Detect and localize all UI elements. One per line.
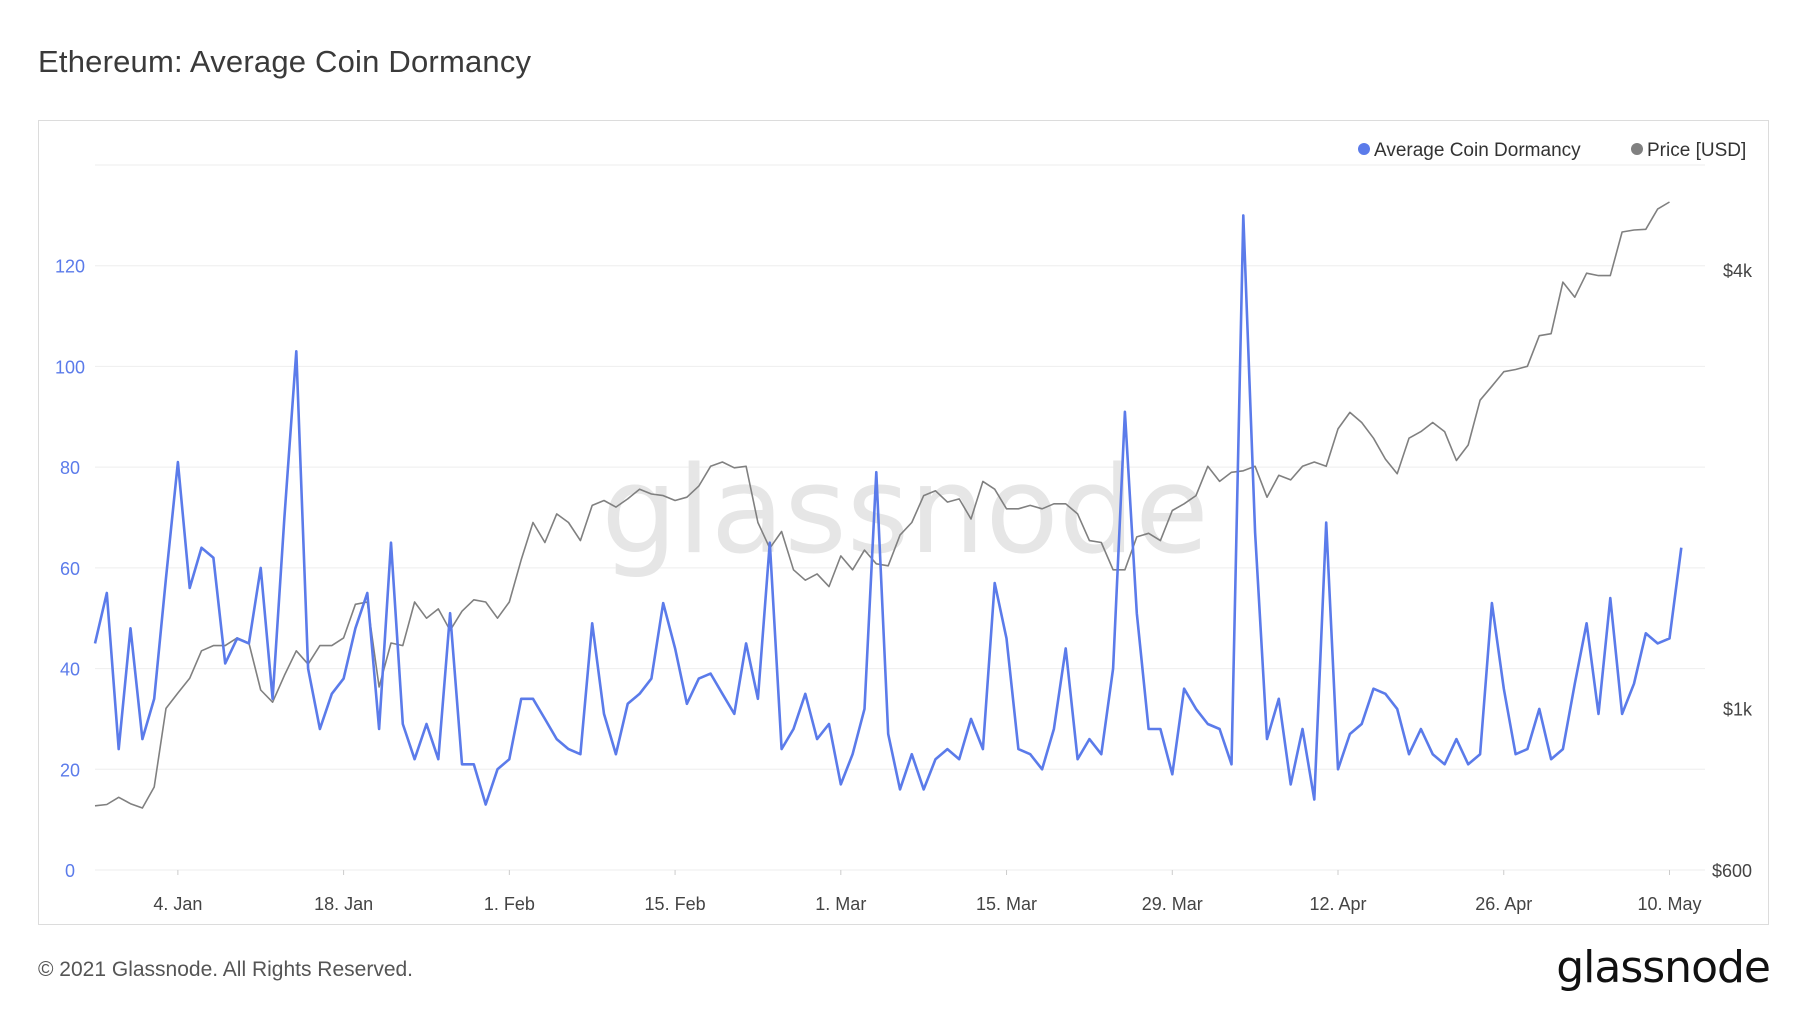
- x-tick-label: 15. Feb: [645, 894, 706, 914]
- chart-frame: [38, 120, 1769, 925]
- y-axis-right: $600 $1k $4k: [1712, 261, 1753, 881]
- y-left-tick-label: 0: [65, 861, 75, 881]
- y-right-tick-label: $600: [1712, 861, 1752, 881]
- series-lines: [93, 201, 1683, 809]
- x-tick-label: 18. Jan: [314, 894, 373, 914]
- y-left-tick-label: 100: [55, 357, 85, 377]
- legend-label-dormancy: Average Coin Dormancy: [1374, 140, 1581, 161]
- legend-dot-dormancy: [1358, 143, 1370, 155]
- legend-item-dormancy[interactable]: Average Coin Dormancy: [1358, 140, 1581, 161]
- legend-item-price[interactable]: Price [USD]: [1631, 140, 1746, 161]
- y-right-tick-label: $1k: [1723, 699, 1753, 719]
- y-left-tick-label: 60: [60, 559, 80, 579]
- x-tick-label: 12. Apr: [1309, 894, 1366, 914]
- series-line-price: [94, 201, 1670, 809]
- legend: Average Coin Dormancy Price [USD]: [1358, 140, 1746, 161]
- x-tick-label: 4. Jan: [153, 894, 202, 914]
- y-left-tick-label: 40: [60, 660, 80, 680]
- x-tick-label: 10. May: [1637, 894, 1701, 914]
- gridlines: [95, 164, 1705, 871]
- x-tick-label: 29. Mar: [1142, 894, 1203, 914]
- legend-label-price: Price [USD]: [1647, 140, 1746, 161]
- x-tick-label: 15. Mar: [976, 894, 1037, 914]
- y-axis-left: 0 20 40 60 80 100 120: [55, 257, 85, 881]
- page-title: Ethereum: Average Coin Dormancy: [38, 44, 532, 79]
- x-axis: 4. Jan 18. Jan 1. Feb 15. Feb 1. Mar 15. Mar 2…: [153, 870, 1702, 914]
- x-tick-label: 1. Feb: [484, 894, 535, 914]
- y-left-tick-label: 20: [60, 760, 80, 780]
- series-line-dormancy: [93, 214, 1683, 806]
- y-left-tick-label: 80: [60, 458, 80, 478]
- y-left-tick-label: 120: [55, 257, 85, 277]
- x-tick-label: 26. Apr: [1475, 894, 1532, 914]
- legend-dot-price: [1631, 143, 1643, 155]
- x-tick-label: 1. Mar: [815, 894, 866, 914]
- y-right-tick-label: $4k: [1723, 261, 1753, 281]
- brand-logo[interactable]: glassnode: [1556, 942, 1771, 993]
- copyright-footer: © 2021 Glassnode. All Rights Reserved.: [38, 958, 414, 981]
